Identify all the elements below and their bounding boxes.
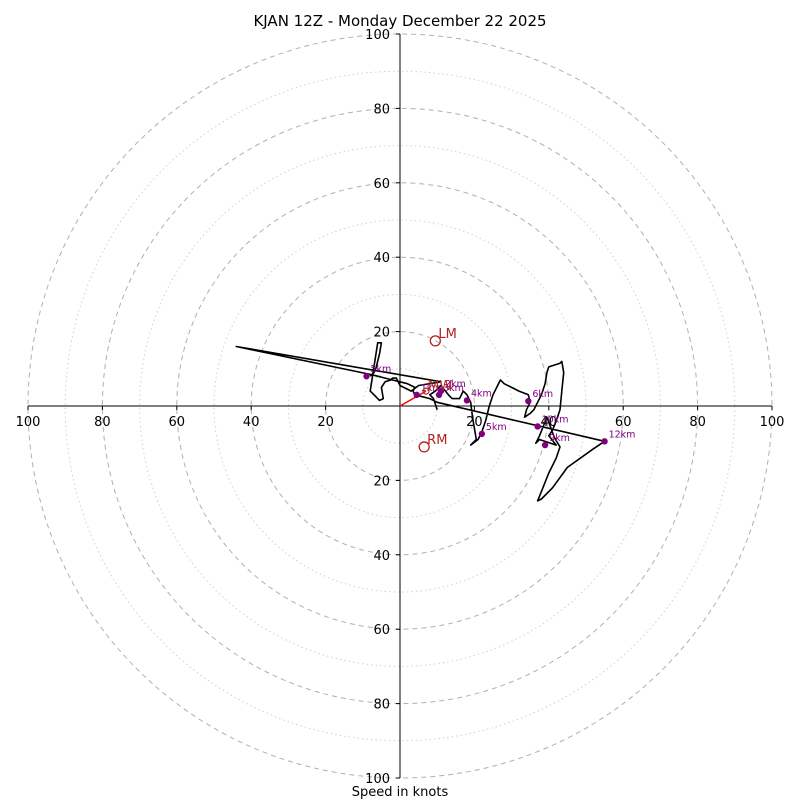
height-marker-dot <box>478 430 486 438</box>
storm-motion-marker <box>429 335 441 347</box>
height-marker-dot <box>413 391 420 399</box>
height-marker-dot <box>525 397 532 405</box>
y-tick-labels: 100 80 60 40 20 20 40 60 80 100 <box>365 28 400 787</box>
x-tick-label: 80 <box>94 415 111 430</box>
height-marker-label: 10km <box>542 414 569 425</box>
height-marker-label: 4km <box>471 388 492 399</box>
storm-motion-label: RM <box>427 433 447 448</box>
x-tick-labels: 100 80 60 40 20 20 40 60 80 100 <box>16 406 785 430</box>
y-tick-label: 80 <box>373 102 390 117</box>
x-tick-label: 60 <box>169 415 186 430</box>
x-tick-label: 80 <box>689 415 706 430</box>
x-tick-label: 100 <box>760 415 785 430</box>
x-axis-label: Speed in knots <box>352 785 449 800</box>
y-tick-label: 40 <box>373 251 390 266</box>
height-marker-label: 9km <box>549 433 570 444</box>
x-tick-label: 20 <box>317 415 334 430</box>
y-tick-label: 60 <box>373 177 390 192</box>
y-tick-label: 20 <box>373 474 390 489</box>
x-tick-label: 100 <box>16 415 41 430</box>
storm-motion-marker <box>418 441 430 453</box>
height-marker-dot <box>363 373 370 380</box>
mean-wind-label: MW <box>428 379 452 394</box>
x-tick-label: 60 <box>615 415 632 430</box>
height-marker-label: 12km <box>609 429 636 440</box>
height-marker-label: 2km <box>445 379 466 390</box>
storm-motion-label: LM <box>438 327 456 342</box>
height-marker-label: 5km <box>371 364 392 375</box>
y-tick-label: 60 <box>373 623 390 638</box>
height-marker-dot <box>463 397 471 404</box>
height-marker-label: 3km <box>443 383 464 394</box>
hodograph-trace <box>235 341 606 502</box>
storm-motion-markers: LM RM MW <box>418 327 457 453</box>
mean-wind-marker <box>422 387 430 395</box>
height-marker-dot <box>534 423 541 430</box>
height-marker-dot <box>541 441 549 449</box>
y-tick-label: 40 <box>373 549 390 564</box>
height-marker-label: 1km <box>421 383 442 394</box>
height-marker-label: 6km <box>532 389 553 400</box>
height-marker-dot <box>437 387 445 395</box>
y-tick-label: 100 <box>365 28 390 43</box>
shear-vector <box>399 390 427 407</box>
hodograph-line <box>235 341 606 502</box>
y-tick-label: 20 <box>373 326 390 341</box>
chart-title: KJAN 12Z - Monday December 22 2025 <box>253 12 546 30</box>
x-tick-label: 20 <box>466 415 483 430</box>
y-tick-label: 100 <box>365 772 390 787</box>
height-marker-dot <box>601 438 608 445</box>
y-tick-label: 80 <box>373 698 390 713</box>
height-marker-label: 5km <box>486 422 507 433</box>
x-tick-label: 40 <box>243 415 260 430</box>
